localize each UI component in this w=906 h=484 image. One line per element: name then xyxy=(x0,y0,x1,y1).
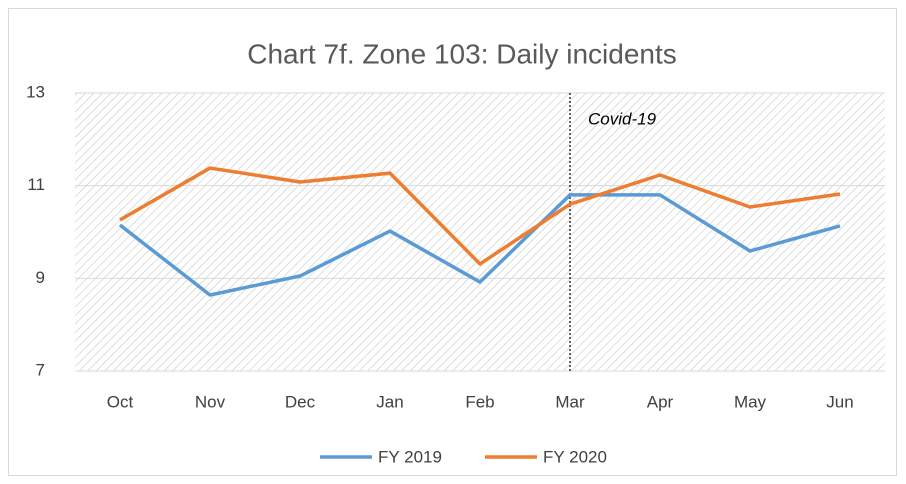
x-tick-label: Jun xyxy=(826,392,853,411)
legend-label: FY 2020 xyxy=(543,447,607,466)
y-tick-label: 9 xyxy=(36,268,45,287)
series-line xyxy=(118,193,841,297)
y-tick-label: 13 xyxy=(26,82,45,101)
annotation-text: Covid-19 xyxy=(588,109,657,128)
x-tick-label: Oct xyxy=(107,392,134,411)
legend-label: FY 2019 xyxy=(378,447,442,466)
y-tick-label: 7 xyxy=(36,360,45,379)
x-tick-label: Nov xyxy=(195,392,226,411)
series-line xyxy=(119,166,841,266)
plot-area xyxy=(75,93,885,371)
x-tick-label: Feb xyxy=(465,392,494,411)
x-tick-label: May xyxy=(734,392,767,411)
x-tick-label: Mar xyxy=(555,392,585,411)
chart-title: Chart 7f. Zone 103: Daily incidents xyxy=(247,38,677,69)
x-tick-label: Apr xyxy=(647,392,674,411)
x-tick-label: Jan xyxy=(376,392,403,411)
x-tick-label: Dec xyxy=(285,392,316,411)
y-tick-label: 11 xyxy=(27,175,45,194)
